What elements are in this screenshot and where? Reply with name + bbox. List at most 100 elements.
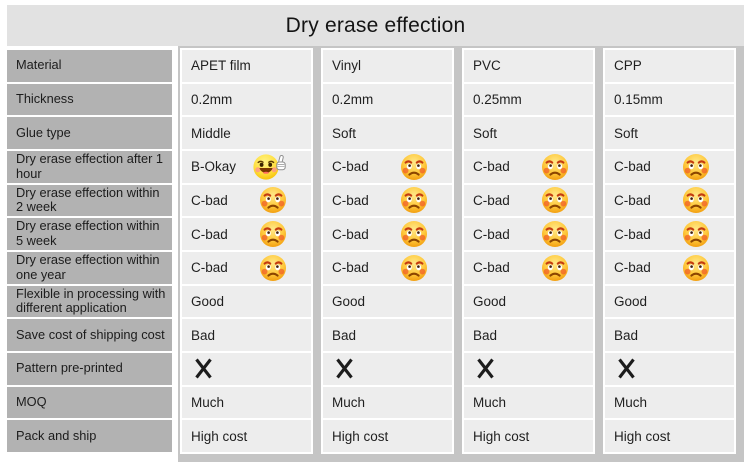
- cell-text: High cost: [191, 428, 248, 444]
- cell-text: Good: [614, 293, 648, 309]
- table-cell: [323, 352, 452, 385]
- table-cell: Much: [464, 386, 593, 419]
- table-cell: High cost: [323, 420, 452, 452]
- table-cell: Soft: [323, 117, 452, 149]
- table-cell: Vinyl: [323, 50, 452, 82]
- table-cell: Good: [464, 285, 593, 318]
- cell-text: C-bad: [191, 226, 228, 242]
- cell-text: C-bad: [191, 192, 228, 208]
- table-cell: Soft: [464, 117, 593, 149]
- cell-text: APET film: [191, 58, 251, 74]
- cell-text: High cost: [332, 428, 389, 444]
- cell-text: C-bad: [614, 159, 651, 175]
- row-label-cell: MOQ: [7, 386, 172, 419]
- table-cell: Bad: [464, 319, 593, 351]
- table-cell: APET film: [182, 50, 311, 82]
- comparison-panel: APET film 0.2mm Middle B-Okay C-bad C-bad C-ba…: [178, 46, 744, 462]
- row-label-cell: Pattern pre-printed: [7, 352, 172, 385]
- material-column-pvc: PVC 0.25mm Soft C-bad C-bad C-bad C-bad Good Bad…: [462, 48, 595, 454]
- sad-face-emoji-icon: [400, 220, 428, 248]
- table-cell: [464, 352, 593, 385]
- cell-text: C-bad: [332, 226, 369, 242]
- row-label-cell: Dry erase effection within one year: [7, 251, 172, 284]
- cell-text: Middle: [191, 125, 231, 141]
- table-cell: [605, 352, 734, 385]
- table-cell: 0.25mm: [464, 83, 593, 116]
- table-cell: C-bad: [323, 218, 452, 250]
- row-label-cell: Material: [7, 50, 172, 82]
- cell-text: Bad: [614, 327, 639, 343]
- cell-text: Vinyl: [332, 58, 362, 74]
- cell-text: Soft: [332, 125, 357, 141]
- page-title: Dry erase effection: [285, 13, 466, 37]
- row-label-cell: Flexible in processing with different ap…: [7, 285, 172, 318]
- table-cell: Middle: [182, 117, 311, 149]
- cross-mark-icon: [617, 357, 636, 380]
- table-cell: C-bad: [605, 251, 734, 284]
- cell-text: 0.2mm: [191, 91, 233, 107]
- cell-text: C-bad: [473, 260, 510, 276]
- table-cell: Good: [605, 285, 734, 318]
- table-cell: C-bad: [323, 251, 452, 284]
- cell-text: C-bad: [332, 159, 369, 175]
- cell-text: C-bad: [473, 192, 510, 208]
- cross-mark-icon: [335, 357, 354, 380]
- sad-face-emoji-icon: [541, 153, 569, 181]
- table-cell: C-bad: [323, 150, 452, 183]
- cross-mark-icon: [194, 357, 213, 380]
- table-cell: Much: [605, 386, 734, 419]
- table-cell: 0.2mm: [182, 83, 311, 116]
- sad-face-emoji-icon: [541, 186, 569, 214]
- cell-text: C-bad: [614, 260, 651, 276]
- cell-text: C-bad: [614, 226, 651, 242]
- row-label-cell: Dry erase effection within 2 week: [7, 184, 172, 217]
- cell-text: Bad: [473, 327, 498, 343]
- cross-mark-icon: [476, 357, 495, 380]
- table-cell: 0.15mm: [605, 83, 734, 116]
- cell-text: 0.25mm: [473, 91, 522, 107]
- cell-text: C-bad: [473, 159, 510, 175]
- cell-text: Soft: [614, 125, 639, 141]
- table-cell: Much: [182, 386, 311, 419]
- sad-face-emoji-icon: [541, 220, 569, 248]
- cell-text: Good: [191, 293, 225, 309]
- table-cell: C-bad: [323, 184, 452, 217]
- table-cell: High cost: [182, 420, 311, 452]
- cell-text: C-bad: [332, 260, 369, 276]
- cell-text: B-Okay: [191, 159, 237, 175]
- row-label-cell: Dry erase effection after 1 hour: [7, 150, 172, 183]
- table-cell: [182, 352, 311, 385]
- table-cell: High cost: [464, 420, 593, 452]
- table-cell: C-bad: [605, 218, 734, 250]
- cell-text: 0.2mm: [332, 91, 374, 107]
- table-cell: C-bad: [605, 150, 734, 183]
- table-cell: C-bad: [182, 251, 311, 284]
- sad-face-emoji-icon: [400, 186, 428, 214]
- sad-face-emoji-icon: [400, 254, 428, 282]
- cell-text: C-bad: [614, 192, 651, 208]
- cell-text: Bad: [332, 327, 357, 343]
- sad-face-emoji-icon: [682, 153, 710, 181]
- table-cell: Bad: [323, 319, 452, 351]
- table-cell: Soft: [605, 117, 734, 149]
- cell-text: Much: [473, 394, 507, 410]
- cell-text: High cost: [473, 428, 530, 444]
- material-column-apet-film: APET film 0.2mm Middle B-Okay C-bad C-bad C-ba…: [180, 48, 313, 454]
- table-cell: C-bad: [464, 150, 593, 183]
- cell-text: Good: [332, 293, 366, 309]
- sad-face-emoji-icon: [682, 254, 710, 282]
- cell-text: Bad: [191, 327, 216, 343]
- table-title-banner: Dry erase effection: [7, 5, 744, 46]
- sad-face-emoji-icon: [541, 254, 569, 282]
- table-cell: High cost: [605, 420, 734, 452]
- cell-text: C-bad: [332, 192, 369, 208]
- table-cell: C-bad: [182, 184, 311, 217]
- cell-text: C-bad: [473, 226, 510, 242]
- table-cell: C-bad: [464, 251, 593, 284]
- cell-text: Soft: [473, 125, 498, 141]
- cell-text: Good: [473, 293, 507, 309]
- table-cell: Good: [182, 285, 311, 318]
- sad-face-emoji-icon: [259, 220, 287, 248]
- table-cell: Bad: [605, 319, 734, 351]
